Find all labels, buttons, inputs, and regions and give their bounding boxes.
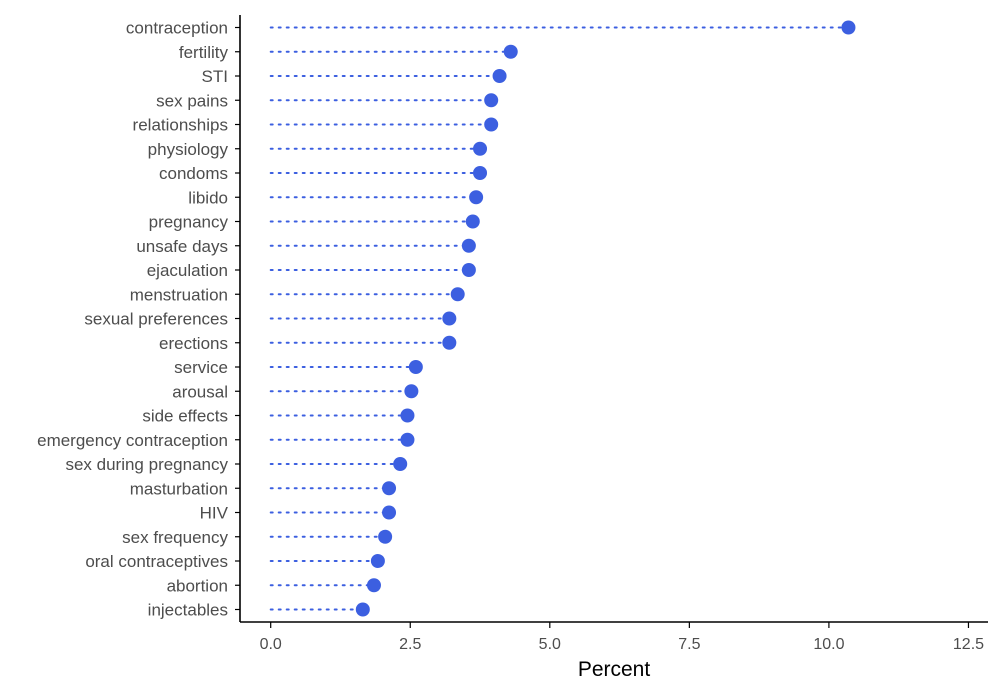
y-tick-label-13: erections: [159, 334, 228, 353]
x-tick-label-5: 12.5: [953, 636, 984, 653]
data-point-17: [400, 432, 415, 447]
data-point-22: [370, 554, 385, 568]
y-tick-label-18: sex during pregnancy: [65, 455, 228, 474]
y-tick-label-5: physiology: [148, 140, 229, 159]
y-tick-label-0: contraception: [126, 19, 228, 38]
data-point-18: [393, 457, 408, 471]
y-tick-label-2: STI: [202, 67, 228, 86]
data-point-21: [378, 529, 393, 544]
data-point-0: [841, 20, 856, 35]
data-point-15: [404, 384, 419, 399]
data-point-7: [469, 190, 484, 205]
y-tick-label-9: unsafe days: [136, 237, 228, 256]
data-point-4: [484, 117, 499, 132]
data-point-12: [442, 311, 457, 326]
y-tick-label-4: relationships: [133, 116, 228, 135]
x-tick-label-3: 7.5: [678, 636, 700, 653]
y-tick-label-1: fertility: [179, 43, 229, 62]
y-tick-label-14: service: [174, 358, 228, 377]
data-point-19: [382, 481, 397, 496]
y-tick-label-17: emergency contraception: [37, 431, 228, 450]
y-tick-label-15: arousal: [172, 382, 228, 401]
data-point-2: [492, 69, 507, 83]
data-point-3: [484, 93, 499, 108]
stems-layer: [269, 26, 850, 611]
data-point-13: [442, 335, 457, 350]
x-tick-label-4: 10.0: [813, 636, 844, 653]
data-point-1: [503, 44, 518, 59]
data-point-9: [461, 238, 476, 253]
x-axis: 0.0 2.5 5.0 7.5 10.0 12.5: [240, 621, 988, 653]
y-tick-label-16: side effects: [142, 407, 228, 426]
points-layer: [355, 20, 856, 617]
y-tick-label-12: sexual preferences: [84, 310, 228, 329]
data-point-14: [408, 360, 423, 374]
y-tick-label-11: menstruation: [130, 285, 228, 304]
y-tick-label-19: masturbation: [130, 479, 228, 498]
y-tick-label-24: injectables: [148, 601, 228, 620]
data-point-24: [355, 602, 370, 617]
y-tick-label-22: oral contraceptives: [85, 552, 228, 571]
y-tick-label-10: ejaculation: [147, 261, 228, 280]
data-point-8: [465, 214, 480, 229]
y-tick-label-21: sex frequency: [122, 528, 228, 547]
y-tick-label-23: abortion: [167, 576, 228, 595]
data-point-20: [382, 505, 397, 520]
y-tick-label-3: sex pains: [156, 91, 228, 110]
data-point-11: [450, 287, 465, 302]
y-tick-label-6: condoms: [159, 164, 228, 183]
x-tick-label-0: 0.0: [260, 636, 282, 653]
data-point-16: [400, 408, 415, 423]
y-axis: contraception fertility STI sex pains relati…: [37, 15, 241, 622]
y-tick-label-8: pregnancy: [149, 213, 229, 232]
x-axis-title: Percent: [578, 658, 651, 681]
data-point-23: [366, 578, 381, 593]
x-tick-label-2: 5.0: [539, 636, 561, 653]
data-point-6: [473, 166, 488, 180]
y-tick-label-7: libido: [188, 188, 228, 207]
x-tick-label-1: 2.5: [399, 636, 421, 653]
y-tick-label-20: HIV: [200, 504, 229, 523]
data-point-10: [461, 263, 476, 277]
data-point-5: [473, 141, 488, 156]
